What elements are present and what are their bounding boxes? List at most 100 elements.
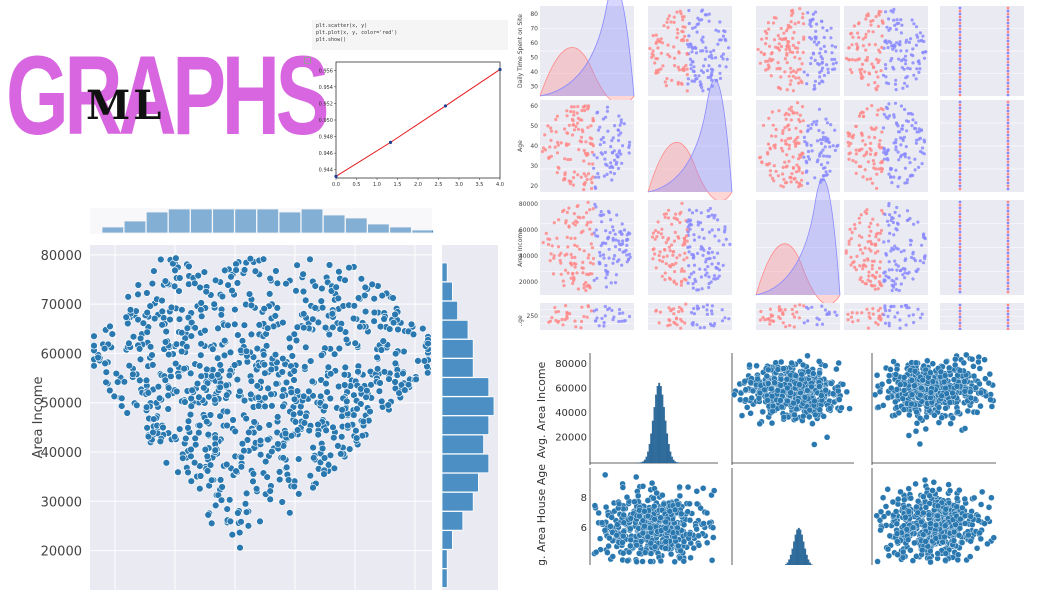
scatter-point bbox=[376, 322, 385, 331]
scatter-point bbox=[598, 262, 602, 266]
scatter-point bbox=[595, 156, 599, 160]
scatter-point bbox=[341, 276, 349, 284]
scatter-point bbox=[809, 126, 813, 130]
scatter-point bbox=[217, 311, 226, 319]
scatter-point bbox=[663, 278, 667, 282]
scatter-point bbox=[264, 436, 272, 444]
scatter-point bbox=[943, 358, 950, 365]
scatter-point bbox=[918, 67, 922, 71]
scatter-point bbox=[911, 252, 915, 256]
scatter-point bbox=[764, 397, 771, 404]
scatter-point bbox=[543, 133, 547, 137]
scatter-point bbox=[913, 408, 920, 416]
binary-point bbox=[958, 18, 962, 22]
scatter-point bbox=[549, 252, 553, 256]
scatter-point bbox=[893, 23, 897, 27]
scatter-point bbox=[287, 432, 296, 440]
scatter-point bbox=[243, 436, 252, 444]
scatter-point bbox=[157, 255, 165, 264]
scatter-point bbox=[695, 532, 702, 540]
scatter-point bbox=[110, 392, 119, 401]
scatter-point bbox=[874, 70, 878, 74]
scatter-point bbox=[620, 511, 627, 519]
scatter-point bbox=[305, 387, 313, 396]
y-tick-label: 60000 bbox=[41, 347, 82, 362]
scatter-point bbox=[781, 149, 785, 153]
scatter-point bbox=[755, 395, 763, 402]
scatter-point bbox=[226, 517, 235, 526]
scatter-point bbox=[721, 34, 725, 38]
binary-point bbox=[958, 136, 962, 140]
scatter-point bbox=[873, 284, 877, 288]
scatter-point bbox=[897, 214, 901, 218]
scatter-point bbox=[609, 161, 613, 165]
scatter-point bbox=[136, 334, 145, 343]
scatter-point bbox=[706, 215, 710, 219]
scatter-point bbox=[685, 256, 689, 260]
scatter-point bbox=[667, 14, 671, 18]
scatter-point bbox=[611, 318, 615, 322]
scatter-point bbox=[814, 35, 818, 39]
scatter-point bbox=[903, 81, 907, 85]
scatter-point bbox=[888, 26, 892, 31]
scatter-point bbox=[860, 132, 864, 136]
scatter-point bbox=[627, 542, 634, 550]
scatter-point bbox=[917, 62, 921, 66]
scatter-point bbox=[651, 34, 655, 38]
scatter-point bbox=[887, 102, 891, 106]
scatter-point bbox=[718, 64, 722, 68]
scatter-point bbox=[895, 277, 899, 281]
scatter-point bbox=[700, 9, 704, 13]
scatter-point bbox=[771, 123, 775, 127]
scatter-point bbox=[680, 557, 688, 565]
scatter-point bbox=[688, 227, 692, 231]
scatter-point bbox=[279, 402, 287, 411]
scatter-point bbox=[166, 315, 174, 324]
scatter-point bbox=[574, 325, 578, 329]
scatter-point bbox=[350, 411, 358, 419]
scatter-point bbox=[565, 235, 569, 239]
scatter-point bbox=[922, 140, 927, 144]
scatter-point bbox=[400, 347, 408, 356]
scatter-point bbox=[687, 264, 691, 268]
scatter-point bbox=[712, 324, 716, 328]
scatter-point bbox=[234, 509, 242, 517]
scatter-point bbox=[795, 163, 799, 167]
scatter-point bbox=[353, 434, 361, 442]
y-tick-label: 0.950 bbox=[319, 118, 333, 124]
scatter-point bbox=[791, 36, 795, 40]
scatter-point bbox=[571, 123, 575, 127]
scatter-point bbox=[575, 111, 579, 115]
scatter-point bbox=[656, 46, 660, 50]
scatter-point bbox=[905, 49, 909, 53]
scatter-point bbox=[585, 223, 589, 227]
scatter-point bbox=[676, 483, 683, 491]
scatter-point bbox=[641, 522, 648, 530]
scatter-point bbox=[579, 326, 583, 330]
scatter-point bbox=[789, 25, 793, 29]
binary-point bbox=[1006, 278, 1010, 282]
scatter-point bbox=[666, 25, 670, 30]
scatter-point bbox=[861, 175, 865, 179]
scatter-point bbox=[619, 152, 623, 156]
scatter-point bbox=[242, 489, 251, 498]
scatter-point bbox=[806, 406, 813, 414]
scatter-point bbox=[879, 69, 883, 73]
scatter-point bbox=[357, 400, 365, 408]
scatter-point bbox=[849, 263, 853, 267]
scatter-point bbox=[816, 62, 820, 66]
marginal-y-bar bbox=[441, 434, 484, 455]
scatter-point bbox=[867, 311, 871, 315]
scatter-point bbox=[253, 344, 262, 353]
scatter-point bbox=[830, 57, 834, 62]
scatter-point bbox=[146, 343, 155, 351]
scatter-point bbox=[373, 365, 382, 373]
binary-point bbox=[958, 130, 962, 134]
scatter-point bbox=[664, 262, 668, 266]
scatter-point bbox=[974, 409, 981, 416]
scatter-point bbox=[274, 440, 282, 448]
scatter-point bbox=[224, 321, 232, 330]
scatter-point bbox=[409, 330, 418, 339]
scatter-point bbox=[815, 22, 819, 26]
scatter-point bbox=[811, 397, 818, 405]
